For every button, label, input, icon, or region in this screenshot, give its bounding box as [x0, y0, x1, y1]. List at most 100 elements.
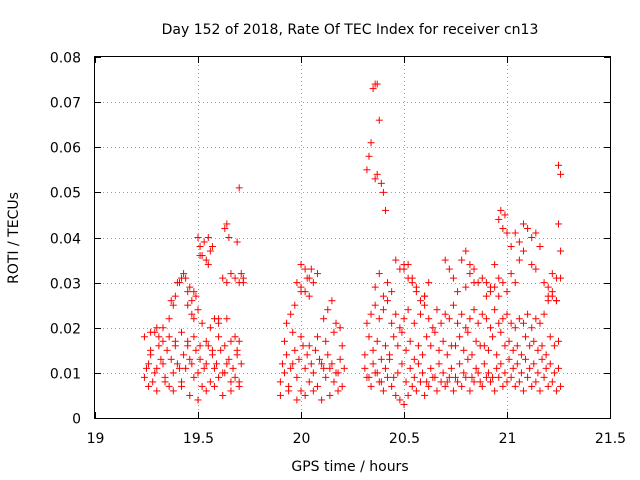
data-point	[546, 360, 554, 368]
data-point	[227, 270, 235, 278]
data-point	[482, 279, 490, 287]
data-point	[503, 288, 511, 296]
data-point	[497, 360, 505, 368]
data-point	[526, 364, 534, 372]
chart-title: Day 152 of 2018, Rate Of TEC Index for r…	[162, 22, 539, 38]
data-point	[435, 360, 443, 368]
data-point	[301, 391, 309, 399]
data-point	[550, 342, 558, 350]
data-point	[456, 333, 464, 341]
data-point	[297, 333, 305, 341]
data-point	[499, 315, 507, 323]
data-point	[449, 301, 457, 309]
data-point	[369, 360, 377, 368]
data-point	[460, 346, 468, 354]
data-point	[204, 342, 212, 350]
data-point	[462, 283, 470, 291]
y-tick-label: 0.04	[50, 232, 81, 248]
data-point	[235, 378, 243, 386]
data-point	[219, 391, 227, 399]
data-point	[186, 283, 194, 291]
data-point	[528, 382, 536, 390]
data-point	[468, 351, 476, 359]
data-point	[169, 301, 177, 309]
data-point	[375, 315, 383, 323]
data-point	[375, 116, 383, 124]
data-point	[552, 297, 560, 305]
data-point	[478, 274, 486, 282]
data-point	[363, 373, 371, 381]
data-point	[198, 382, 206, 390]
data-point	[336, 324, 344, 332]
x-tick-label: 21.5	[595, 431, 626, 447]
data-point	[233, 238, 241, 246]
data-point	[184, 288, 192, 296]
data-point	[495, 215, 503, 223]
data-point	[441, 382, 449, 390]
data-point	[519, 220, 527, 228]
data-point	[202, 360, 210, 368]
data-point	[153, 364, 161, 372]
data-point	[297, 261, 305, 269]
data-point	[182, 274, 190, 282]
data-point	[190, 288, 198, 296]
data-point	[297, 283, 305, 291]
data-point	[447, 342, 455, 350]
data-point	[371, 283, 379, 291]
data-point	[546, 333, 554, 341]
data-point	[548, 378, 556, 386]
data-point	[204, 261, 212, 269]
data-point	[377, 179, 385, 187]
y-axis-label: ROTI / TECUs	[6, 192, 22, 284]
data-point	[557, 247, 565, 255]
data-point	[161, 378, 169, 386]
data-point	[449, 387, 457, 395]
data-point	[165, 333, 173, 341]
data-point	[557, 382, 565, 390]
data-point	[194, 306, 202, 314]
data-point	[478, 382, 486, 390]
data-point	[478, 310, 486, 318]
data-point	[194, 369, 202, 377]
data-point	[550, 369, 558, 377]
data-point	[404, 391, 412, 399]
data-point	[384, 279, 392, 287]
data-point	[509, 346, 517, 354]
data-point	[283, 351, 291, 359]
data-point	[394, 369, 402, 377]
data-point	[513, 360, 521, 368]
data-point	[143, 364, 150, 372]
data-point	[542, 364, 550, 372]
data-point	[305, 342, 313, 350]
data-point	[429, 324, 437, 332]
data-point	[373, 170, 381, 178]
data-point	[208, 346, 216, 354]
y-tick-label: 0.07	[50, 96, 81, 112]
data-point	[330, 328, 338, 336]
data-point	[369, 346, 377, 354]
data-point	[425, 279, 433, 287]
data-point	[423, 378, 431, 386]
data-point	[544, 382, 552, 390]
data-point	[307, 360, 315, 368]
data-point	[375, 378, 383, 386]
data-point	[155, 342, 163, 350]
data-point	[159, 360, 167, 368]
data-point	[503, 378, 511, 386]
data-point	[388, 288, 396, 296]
data-point	[419, 369, 427, 377]
data-point	[206, 324, 214, 332]
data-point	[188, 360, 196, 368]
data-point	[386, 351, 394, 359]
data-point	[532, 229, 540, 237]
data-point	[528, 234, 536, 241]
data-point	[231, 373, 239, 381]
data-point	[487, 324, 495, 332]
data-point	[530, 360, 538, 368]
data-point	[219, 274, 227, 282]
data-point	[318, 396, 326, 404]
data-point	[281, 369, 289, 377]
data-point	[381, 342, 389, 350]
data-point	[414, 342, 422, 350]
data-point	[414, 360, 422, 368]
